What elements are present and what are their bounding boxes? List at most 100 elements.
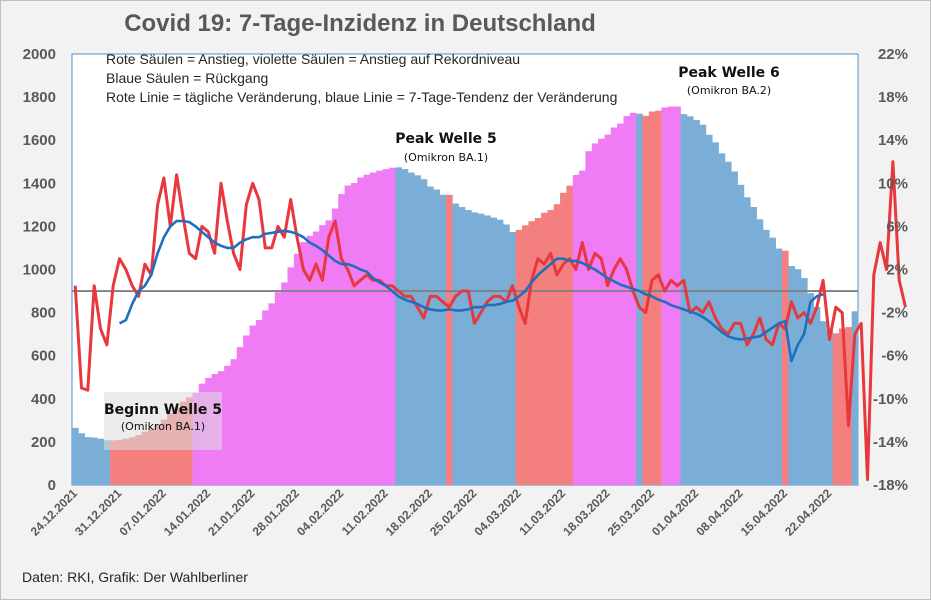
bar: [750, 207, 757, 485]
bar: [274, 292, 282, 485]
bar: [604, 134, 612, 485]
bar: [471, 212, 479, 485]
bar: [807, 293, 814, 485]
y-left-tick-label: 800: [31, 305, 56, 322]
bar: [598, 138, 605, 485]
bar: [135, 435, 143, 485]
bar: [338, 194, 345, 485]
bar: [699, 124, 707, 486]
bar: [509, 232, 517, 485]
y-right-tick-label: 10%: [878, 175, 908, 192]
chart-title: Covid 19: 7-Tage-Inzidenz in Deutschland: [124, 10, 596, 37]
trend-change-line: [118, 219, 824, 363]
bar: [395, 167, 402, 485]
y-left-tick-label: 400: [31, 391, 56, 408]
y-right-tick-label: 2%: [886, 262, 908, 279]
bar: [401, 169, 409, 485]
bar: [756, 219, 764, 486]
bar: [230, 359, 238, 485]
bar: [344, 185, 352, 485]
bar: [832, 333, 840, 485]
bar: [72, 427, 79, 485]
x-tick-label: 31.12.2021: [72, 486, 125, 539]
bar: [236, 347, 244, 485]
bar: [629, 112, 637, 485]
bar: [572, 174, 580, 485]
bar: [477, 213, 485, 485]
y-right-tick-label: 18%: [878, 89, 908, 106]
bar: [433, 189, 440, 486]
bar: [357, 177, 364, 486]
bar: [496, 219, 504, 485]
y-right-tick-label: -10%: [873, 391, 908, 408]
bar: [293, 253, 301, 485]
bar: [705, 134, 713, 485]
x-tick-label: 08.04.2022: [693, 486, 746, 539]
y-right-tick-label: -18%: [873, 477, 908, 494]
bar: [287, 267, 295, 485]
bar: [110, 440, 117, 485]
bar: [148, 428, 155, 485]
bar: [160, 419, 168, 485]
y-right-tick-label: -14%: [873, 434, 908, 451]
bar: [560, 192, 567, 485]
bar: [426, 186, 434, 485]
bar: [547, 210, 555, 485]
legend-entry: Blaue Säulen = Rückgang: [106, 70, 268, 86]
bar: [794, 269, 802, 485]
y-right-tick-label: 6%: [886, 218, 908, 235]
bar: [116, 439, 124, 485]
bar: [712, 142, 719, 485]
x-tick-label: 14.01.2022: [161, 486, 214, 539]
y-left-tick-label: 1000: [23, 262, 56, 279]
bar: [667, 106, 675, 485]
bar: [718, 153, 726, 485]
x-tick-label: 01.04.2022: [649, 486, 702, 539]
lines: [72, 160, 907, 482]
bar: [97, 438, 105, 485]
bar: [800, 278, 808, 485]
x-tick-label: 18.03.2022: [560, 486, 613, 539]
x-tick-label: 25.03.2022: [605, 486, 658, 539]
bar: [154, 424, 162, 485]
annotation-subtitle: (Omikron BA.2): [687, 84, 771, 97]
x-tick-label: 15.04.2022: [738, 486, 791, 539]
bar: [420, 179, 428, 485]
x-tick-label: 28.01.2022: [250, 486, 303, 539]
bar: [78, 433, 86, 485]
legend-entry: Rote Säulen = Anstieg, violette Säulen =…: [106, 51, 520, 67]
y-left-tick-label: 600: [31, 348, 56, 365]
bar: [281, 282, 288, 485]
bar: [445, 194, 453, 485]
bar: [141, 431, 149, 485]
y-left-tick-label: 0: [48, 477, 56, 494]
bar: [566, 185, 574, 486]
bar: [249, 325, 257, 485]
bar: [382, 169, 390, 485]
bar: [851, 311, 859, 485]
annotation-title: Peak Welle 5: [395, 131, 497, 147]
bar: [122, 438, 130, 485]
x-tick-label: 21.01.2022: [205, 486, 258, 539]
bar: [268, 303, 276, 485]
bar: [686, 116, 694, 485]
bar: [724, 161, 732, 485]
bar: [781, 250, 789, 485]
y-right-tick-label: 22%: [878, 46, 908, 63]
bar: [813, 307, 821, 485]
x-tick-label: 07.01.2022: [116, 486, 169, 539]
bar: [769, 237, 776, 485]
bar: [255, 319, 263, 485]
bar: [617, 123, 624, 486]
bar: [553, 204, 561, 485]
bar: [541, 212, 548, 485]
bar: [331, 208, 339, 485]
legend: Rote Säulen = Anstieg, violette Säulen =…: [106, 51, 617, 105]
bars: [72, 106, 859, 486]
y-left-tick-label: 1600: [23, 132, 56, 149]
bar: [674, 106, 681, 485]
source-note: Daten: RKI, Grafik: Der Wahlberliner: [22, 569, 248, 585]
bar: [465, 210, 472, 485]
bar: [648, 111, 656, 485]
